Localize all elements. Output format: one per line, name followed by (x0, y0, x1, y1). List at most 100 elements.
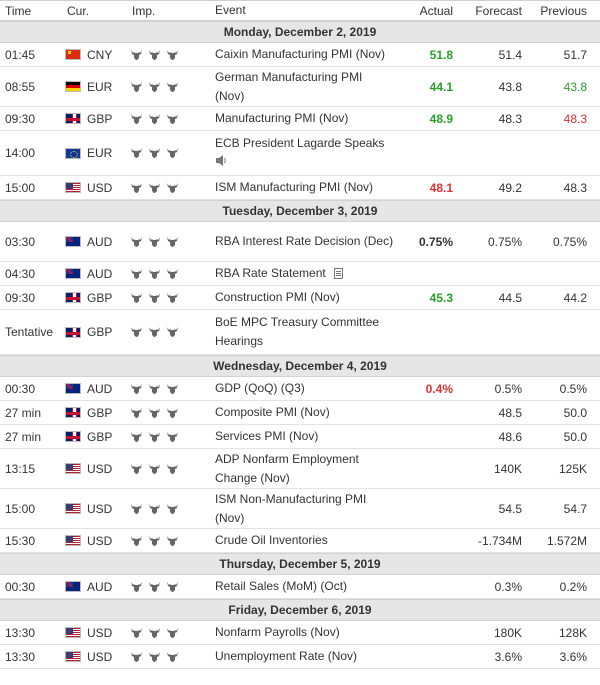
event-time: 00:30 (5, 579, 36, 594)
day-header: Tuesday, December 3, 2019 (0, 200, 600, 222)
bull-icon (130, 407, 143, 419)
event-name[interactable]: ECB President Lagarde Speaks (215, 136, 385, 150)
event-name[interactable]: ADP Nonfarm Employment Change (Nov) (215, 451, 359, 485)
event-cell: Construction PMI (Nov) (215, 288, 395, 307)
bull-icon (130, 236, 143, 248)
table-row[interactable]: 13:30 USD Unemployment Rate (Nov) 3.6% 3.6% (0, 645, 600, 669)
aud-flag-icon (65, 581, 81, 592)
currency-code: USD (87, 625, 113, 640)
currency-code: GBP (87, 290, 113, 305)
event-name[interactable]: Composite PMI (Nov) (215, 405, 330, 419)
bull-icon (166, 431, 179, 443)
bull-icon (166, 463, 179, 475)
header-forecast[interactable]: Forecast (475, 3, 522, 18)
header-importance[interactable]: Imp. (132, 3, 156, 18)
usd-flag-icon (65, 182, 81, 193)
currency-code: GBP (87, 429, 113, 444)
table-row[interactable]: 15:00 USD ISM Non-Manufacturing PMI (Nov) 5… (0, 489, 600, 529)
event-currency: EUR (65, 146, 130, 160)
currency-code: AUD (87, 266, 113, 281)
event-name[interactable]: Services PMI (Nov) (215, 429, 319, 443)
event-currency: USD (65, 502, 130, 516)
event-cell: Composite PMI (Nov) (215, 403, 395, 422)
event-name[interactable]: Retail Sales (MoM) (Oct) (215, 579, 348, 593)
event-cell: ISM Manufacturing PMI (Nov) (215, 178, 395, 197)
table-row[interactable]: 01:45 CNY Caixin Manufacturing PMI (Nov) 51… (0, 43, 600, 67)
table-row[interactable]: Tentative GBP BoE MPC Treasury Committee H… (0, 310, 600, 355)
currency-code: USD (87, 533, 113, 548)
event-name[interactable]: RBA Rate Statement (215, 266, 326, 280)
table-row[interactable]: 08:55 EUR German Manufacturing PMI (Nov) 44… (0, 67, 600, 107)
event-name-with-icon: ECB President Lagarde Speaks (215, 134, 384, 172)
event-actual: 44.1 (429, 79, 453, 94)
table-row[interactable]: 15:30 USD Crude Oil Inventories -1.734M 1.57… (0, 529, 600, 553)
eur-flag-icon (65, 147, 81, 159)
bull-icon (148, 326, 161, 338)
event-cell: RBA Interest Rate Decision (Dec) (215, 232, 395, 251)
header-currency[interactable]: Cur. (67, 3, 90, 18)
gbp-flag-icon (65, 431, 81, 442)
event-time: 27 min (5, 405, 42, 420)
event-cell: GDP (QoQ) (Q3) (215, 379, 395, 398)
table-row[interactable]: 13:15 USD ADP Nonfarm Employment Change (N… (0, 449, 600, 489)
event-previous: 48.3 (563, 111, 587, 126)
table-row[interactable]: 03:30 AUD RBA Interest Rate Decision (Dec)… (0, 222, 600, 262)
aud-flag-icon (65, 268, 81, 279)
table-row[interactable]: 27 min GBP Services PMI (Nov) 48.6 50.0 (0, 425, 600, 449)
bull-icon (130, 535, 143, 547)
event-name[interactable]: ISM Manufacturing PMI (Nov) (215, 180, 374, 194)
bull-icon (148, 651, 161, 663)
importance-rating (130, 503, 215, 515)
table-row[interactable]: 09:30 GBP Construction PMI (Nov) 45.3 44.5 44… (0, 286, 600, 310)
table-row[interactable]: 00:30 AUD Retail Sales (MoM) (Oct) 0.3% 0.2% (0, 575, 600, 599)
document-icon[interactable] (333, 268, 343, 279)
bull-icon (148, 581, 161, 593)
bull-icon (166, 627, 179, 639)
event-previous: 44.2 (563, 290, 587, 305)
header-time[interactable]: Time (5, 3, 32, 18)
header-actual[interactable]: Actual (419, 3, 453, 18)
currency-code: GBP (87, 405, 113, 420)
event-forecast: 44.5 (498, 290, 522, 305)
event-previous: 0.75% (552, 234, 587, 249)
table-row[interactable]: 09:30 GBP Manufacturing PMI (Nov) 48.9 48.3 4… (0, 107, 600, 131)
usd-flag-icon (65, 463, 81, 474)
event-cell: ISM Non-Manufacturing PMI (Nov) (215, 490, 395, 528)
event-name[interactable]: Manufacturing PMI (Nov) (215, 111, 349, 125)
bull-icon (130, 49, 143, 61)
header-event[interactable]: Event (215, 3, 246, 17)
event-previous: 0.2% (559, 579, 587, 594)
event-name[interactable]: German Manufacturing PMI (Nov) (215, 69, 363, 103)
table-row[interactable]: 13:30 USD Nonfarm Payrolls (Nov) 180K 128K (0, 621, 600, 645)
economic-calendar: Time Cur. Imp. Event Actual Forecast Pre… (0, 0, 600, 669)
event-name[interactable]: ISM Non-Manufacturing PMI (Nov) (215, 491, 367, 525)
table-row[interactable]: 14:00 EUR ECB President Lagarde Speaks (0, 131, 600, 176)
event-forecast: 48.6 (498, 429, 522, 444)
event-name[interactable]: GDP (QoQ) (Q3) (215, 381, 305, 395)
event-currency: USD (65, 650, 130, 664)
table-row[interactable]: 04:30 AUD RBA Rate Statement (0, 262, 600, 286)
event-name[interactable]: Unemployment Rate (Nov) (215, 649, 358, 663)
header-previous[interactable]: Previous (540, 3, 587, 18)
bull-icon (166, 581, 179, 593)
bull-icon (166, 268, 179, 280)
event-name[interactable]: RBA Interest Rate Decision (Dec) (215, 234, 394, 248)
event-name[interactable]: Nonfarm Payrolls (Nov) (215, 625, 340, 639)
event-time: 13:15 (5, 461, 36, 476)
event-cell: Unemployment Rate (Nov) (215, 647, 395, 666)
event-cell: Caixin Manufacturing PMI (Nov) (215, 45, 395, 64)
table-row[interactable]: 27 min GBP Composite PMI (Nov) 48.5 50.0 (0, 401, 600, 425)
gbp-flag-icon (65, 326, 81, 338)
table-row[interactable]: 00:30 AUD GDP (QoQ) (Q3) 0.4% 0.5% 0.5% (0, 377, 600, 401)
event-time: 13:30 (5, 649, 36, 664)
speaker-icon[interactable] (215, 153, 227, 166)
event-currency: GBP (65, 406, 130, 420)
event-currency: GBP (65, 430, 130, 444)
event-actual: 48.9 (429, 111, 453, 126)
event-name[interactable]: Construction PMI (Nov) (215, 290, 340, 304)
table-row[interactable]: 15:00 USD ISM Manufacturing PMI (Nov) 48.1 4… (0, 176, 600, 200)
event-name[interactable]: Caixin Manufacturing PMI (Nov) (215, 47, 386, 61)
event-name[interactable]: Crude Oil Inventories (215, 533, 328, 547)
event-name[interactable]: BoE MPC Treasury Committee Hearings (215, 315, 380, 348)
event-previous: 48.3 (563, 180, 587, 195)
